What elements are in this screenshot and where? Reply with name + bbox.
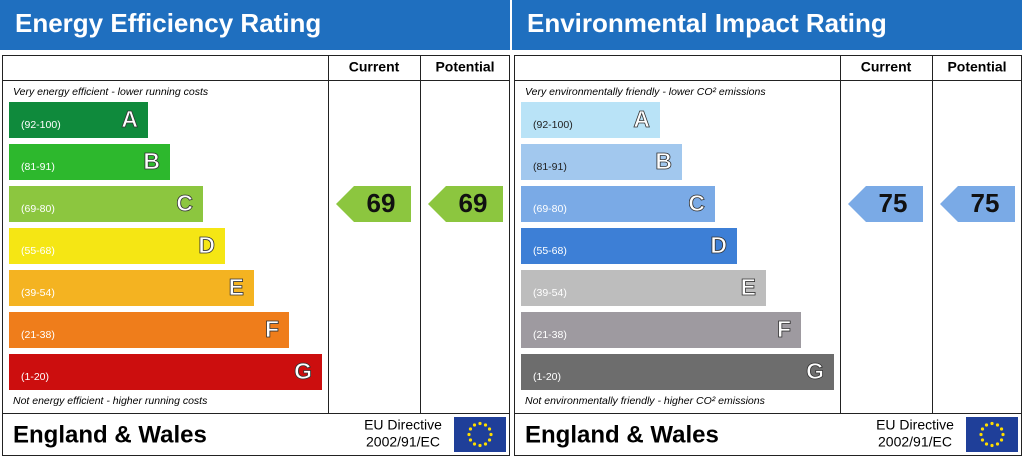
- column-header: Current: [349, 59, 400, 75]
- eu-star: [995, 423, 1000, 427]
- band-letter: F: [265, 316, 279, 342]
- rating-value: 69: [367, 188, 396, 218]
- band-letter: D: [198, 232, 215, 258]
- rating-arrow: [848, 186, 923, 222]
- panel-title: Environmental Impact Rating: [527, 8, 887, 38]
- rating-value: 69: [459, 188, 488, 218]
- band-range: (55-68): [533, 245, 567, 257]
- eu-star: [990, 443, 994, 448]
- band-range: (69-80): [21, 203, 55, 215]
- band-bar: [521, 102, 660, 138]
- eu-star: [984, 442, 989, 446]
- band-bar: [521, 228, 737, 264]
- band-range: (39-54): [21, 287, 55, 299]
- column-header: Current: [861, 59, 912, 75]
- bottom-note: Not energy efficient - higher running co…: [13, 395, 208, 407]
- rating-arrow: [940, 186, 1015, 222]
- directive: EU Directive: [364, 417, 442, 433]
- band-bar: [9, 354, 322, 390]
- band-letter: C: [176, 190, 193, 216]
- band-range: (1-20): [533, 371, 561, 383]
- eu-star: [487, 438, 492, 442]
- top-note: Very energy efficient - lower running co…: [13, 86, 209, 98]
- rating-value: 75: [879, 188, 908, 218]
- frame: [514, 55, 1022, 456]
- directive: 2002/91/EC: [878, 434, 952, 450]
- directive: 2002/91/EC: [366, 434, 440, 450]
- band-range: (55-68): [21, 245, 55, 257]
- eu-star: [999, 438, 1004, 442]
- eu-star: [980, 427, 985, 431]
- band-bar: [9, 312, 289, 348]
- band-letter: E: [741, 274, 756, 300]
- eu-star: [489, 432, 493, 437]
- band-bar: [9, 270, 254, 306]
- eu-star: [1001, 432, 1005, 437]
- footer-region: England & Wales: [13, 421, 207, 448]
- band-bar: [521, 270, 766, 306]
- band-range: (92-100): [533, 119, 573, 131]
- eu-star: [483, 442, 488, 446]
- column-header: Potential: [947, 59, 1006, 75]
- band-letter: A: [121, 106, 138, 132]
- band-bar: [9, 228, 225, 264]
- band-range: (81-91): [21, 161, 55, 173]
- band-bar: [521, 144, 682, 180]
- band-letter: G: [806, 358, 824, 384]
- band-bar: [9, 102, 148, 138]
- band-bar: [9, 186, 203, 222]
- eu-star: [995, 442, 1000, 446]
- band-letter: F: [777, 316, 791, 342]
- band-letter: G: [294, 358, 312, 384]
- band-letter: B: [143, 148, 160, 174]
- eu-star: [980, 438, 985, 442]
- band-range: (69-80): [533, 203, 567, 215]
- band-range: (92-100): [21, 119, 61, 131]
- eu-star: [979, 432, 983, 437]
- band-bar: [521, 186, 715, 222]
- footer-region: England & Wales: [525, 421, 719, 448]
- rating-arrow: [428, 186, 503, 222]
- eu-star: [478, 443, 482, 448]
- band-range: (21-38): [21, 329, 55, 341]
- eu-star: [999, 427, 1004, 431]
- rating-value: 75: [971, 188, 1000, 218]
- band-letter: B: [655, 148, 672, 174]
- frame: [2, 55, 510, 456]
- band-letter: D: [710, 232, 727, 258]
- band-bar: [9, 144, 170, 180]
- top-note: Very environmentally friendly - lower CO…: [525, 86, 766, 98]
- eu-star: [990, 421, 994, 426]
- header-bar: [512, 0, 1022, 50]
- band-letter: A: [633, 106, 650, 132]
- eu-star: [468, 438, 473, 442]
- band-range: (39-54): [533, 287, 567, 299]
- eu-star: [478, 421, 482, 426]
- eu-star: [472, 423, 477, 427]
- panel-title: Energy Efficiency Rating: [15, 8, 321, 38]
- eu-star: [483, 423, 488, 427]
- bottom-note: Not environmentally friendly - higher CO…: [525, 395, 766, 407]
- eu-star: [467, 432, 471, 437]
- band-letter: C: [688, 190, 705, 216]
- band-letter: E: [229, 274, 244, 300]
- band-bar: [521, 312, 801, 348]
- eu-star: [984, 423, 989, 427]
- directive: EU Directive: [876, 417, 954, 433]
- eu-star: [468, 427, 473, 431]
- eu-star: [472, 442, 477, 446]
- rating-arrow: [336, 186, 411, 222]
- band-range: (81-91): [533, 161, 567, 173]
- band-bar: [521, 354, 834, 390]
- eu-star: [487, 427, 492, 431]
- band-range: (21-38): [533, 329, 567, 341]
- band-range: (1-20): [21, 371, 49, 383]
- column-header: Potential: [435, 59, 494, 75]
- header-bar: [0, 0, 510, 50]
